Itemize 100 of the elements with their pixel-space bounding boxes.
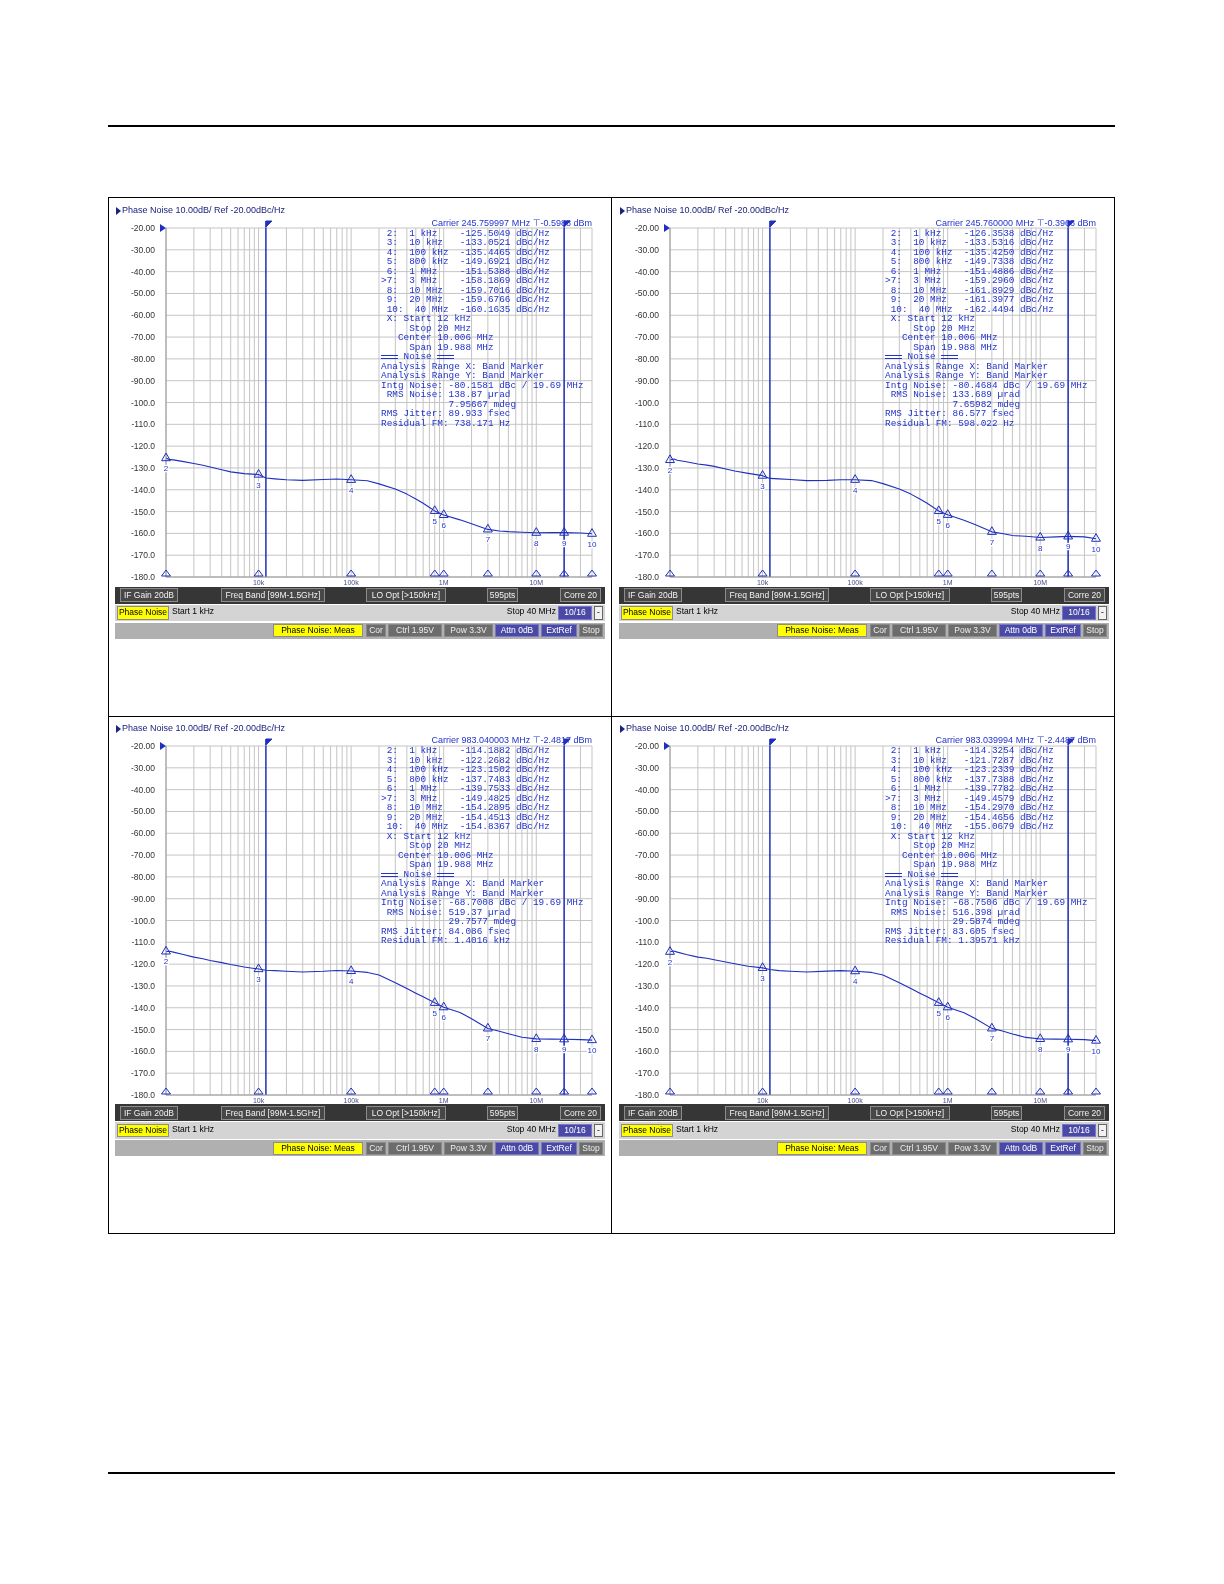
text: Phase Noise: Meas bbox=[777, 1141, 867, 1155]
text: Freq Band [99M-1.5GHz] bbox=[221, 588, 325, 602]
y-tick-label: -140.0 bbox=[130, 484, 156, 495]
y-tick-label: -110.0 bbox=[131, 936, 156, 947]
annotation: RMS Jitter: 83.605 fsec bbox=[885, 925, 1015, 937]
text: Start 1 kHz bbox=[172, 1123, 216, 1136]
annotation: 6 bbox=[441, 520, 447, 530]
text: IF Gain 20dB bbox=[120, 1105, 178, 1120]
annotation: Span 19.988 MHz bbox=[409, 341, 494, 353]
annotation: Center 10.006 MHz bbox=[397, 332, 494, 343]
text: Phase Noise: Meas bbox=[777, 624, 867, 637]
annotation: 8 bbox=[534, 538, 540, 548]
text: Attn 0dB bbox=[495, 1141, 539, 1155]
annotation: 4 bbox=[852, 976, 858, 986]
annotation: 6 bbox=[441, 1012, 447, 1022]
annotation: 10 bbox=[1091, 1046, 1101, 1056]
y-tick-label: -40.00 bbox=[634, 266, 660, 277]
y-tick-label: -110.0 bbox=[635, 419, 660, 430]
y-tick-label: -100.0 bbox=[634, 397, 660, 408]
annotation: 3 bbox=[760, 973, 766, 983]
annotation: Analysis Range X: Band Marker bbox=[885, 360, 1049, 372]
y-tick-label: -70.00 bbox=[634, 332, 660, 343]
text: Corre 20 bbox=[560, 1105, 601, 1120]
annotation: 3: 10 kHz -133.5316 dBc/Hz bbox=[890, 237, 1054, 248]
annotation: 9 bbox=[561, 538, 567, 548]
annotation: X: Start 12 kHz bbox=[386, 830, 472, 842]
text: Corre 20 bbox=[1064, 1105, 1105, 1120]
y-tick-label: -180.0 bbox=[130, 1089, 156, 1100]
text: Start 1 kHz bbox=[676, 606, 720, 618]
annotation: >7: 3 MHz -149.4825 dBc/Hz bbox=[381, 792, 550, 804]
text: Stop 40 MHz bbox=[505, 606, 556, 618]
y-tick-label: -170.0 bbox=[634, 1067, 660, 1078]
annotation: >7: 3 MHz -158.1869 dBc/Hz bbox=[381, 275, 550, 286]
annotation: 7.95667 mdeg bbox=[448, 398, 517, 410]
chart-title: Phase Noise 10.00dB/ Ref -20.00dBc/Hz bbox=[626, 722, 790, 734]
text: Stop bbox=[1083, 624, 1107, 637]
y-tick-label: -80.00 bbox=[634, 871, 660, 882]
annotation: 9: 20 MHz -159.6766 dBc/Hz bbox=[386, 294, 550, 305]
text: Ctrl 1.95V bbox=[892, 624, 946, 637]
text: Cor bbox=[870, 1141, 890, 1155]
y-tick-label: -90.00 bbox=[130, 893, 156, 904]
text: 595pts bbox=[991, 588, 1022, 602]
text: Freq Band [99M-1.5GHz] bbox=[725, 1105, 829, 1120]
annotation: 3 bbox=[256, 480, 262, 490]
annotation: Residual FM: 1.39571 kHz bbox=[885, 935, 1021, 947]
y-tick-label: -70.00 bbox=[634, 849, 660, 860]
annotation: 5: 800 kHz -149.6921 dBc/Hz bbox=[386, 256, 550, 267]
y-tick-label: -130.0 bbox=[634, 462, 660, 473]
annotation: Stop 20 MHz bbox=[409, 840, 472, 852]
text: Pow 3.3V bbox=[948, 624, 997, 637]
y-tick-label: -50.00 bbox=[130, 806, 156, 817]
annotation: Residual FM: 738.171 Hz bbox=[381, 417, 511, 429]
y-tick-label: -180.0 bbox=[634, 1089, 660, 1100]
text: 595pts bbox=[487, 588, 518, 602]
y-tick-label: -30.00 bbox=[634, 762, 660, 773]
y-tick-label: -120.0 bbox=[634, 958, 660, 969]
y-tick-label: -120.0 bbox=[130, 441, 156, 452]
annotation: RMS Noise: 519.37 µrad bbox=[386, 906, 511, 918]
y-tick-label: -80.00 bbox=[130, 353, 156, 364]
y-tick-label: -170.0 bbox=[130, 550, 156, 561]
annotation: 3 bbox=[256, 974, 262, 984]
text: LO Opt [>150kHz] bbox=[870, 1105, 950, 1120]
y-tick-label: -110.0 bbox=[635, 936, 660, 947]
y-tick-label: -120.0 bbox=[130, 958, 156, 969]
text: Phase Noise: Meas bbox=[273, 624, 363, 637]
y-tick-label: -50.00 bbox=[634, 288, 660, 299]
chart-title: Phase Noise 10.00dB/ Ref -20.00dBc/Hz bbox=[122, 205, 286, 216]
y-tick-label: -180.0 bbox=[634, 572, 660, 583]
y-tick-label: -130.0 bbox=[634, 980, 660, 991]
annotation: Analysis Range Y: Band Marker bbox=[885, 370, 1049, 381]
text: Pow 3.3V bbox=[948, 1141, 997, 1155]
y-tick-label: -70.00 bbox=[130, 332, 156, 343]
annotation: 4: 100 kHz -135.4250 dBc/Hz bbox=[890, 246, 1054, 258]
annotation: 6: 1 MHz -139.7533 dBc/Hz bbox=[386, 783, 550, 795]
y-tick-label: -20.00 bbox=[130, 740, 156, 751]
annotation: 10: 40 MHz -162.4494 dBc/Hz bbox=[890, 303, 1054, 315]
y-tick-label: -70.00 bbox=[130, 849, 156, 860]
annotation: 7 bbox=[485, 535, 491, 545]
text: 595pts bbox=[991, 1105, 1022, 1120]
annotation: Intg Noise: -68.7008 dBc / 19.69 MHz bbox=[381, 897, 584, 909]
annotation: 10: 40 MHz -160.1635 dBc/Hz bbox=[386, 303, 550, 315]
annotation: 8: 10 MHz -161.8929 dBc/Hz bbox=[890, 284, 1054, 296]
annotation: 2: 1 kHz -125.5049 dBc/Hz bbox=[386, 227, 550, 239]
annotation: 5: 800 kHz -137.7483 dBc/Hz bbox=[386, 773, 550, 785]
y-tick-label: -150.0 bbox=[130, 506, 156, 517]
text: 10/16 bbox=[558, 606, 592, 620]
text: Freq Band [99M-1.5GHz] bbox=[221, 1105, 325, 1120]
annotation: 8: 10 MHz -154.2970 dBc/Hz bbox=[890, 802, 1054, 814]
text: Ctrl 1.95V bbox=[388, 624, 442, 637]
y-tick-label: -160.0 bbox=[130, 528, 156, 539]
annotation: Intg Noise: -80.4684 dBc / 19.69 MHz bbox=[885, 379, 1088, 391]
y-tick-label: -90.00 bbox=[130, 375, 156, 386]
y-tick-label: -20.00 bbox=[634, 223, 660, 234]
annotation: Residual FM: 1.4016 kHz bbox=[381, 935, 511, 947]
text: - bbox=[1098, 606, 1107, 620]
y-tick-label: -100.0 bbox=[130, 397, 156, 408]
text: Attn 0dB bbox=[495, 624, 539, 637]
y-tick-label: -150.0 bbox=[634, 1024, 660, 1035]
annotation: >7: 3 MHz -149.4579 dBc/Hz bbox=[885, 792, 1054, 804]
annotation: Analysis Range Y: Band Marker bbox=[381, 370, 545, 381]
